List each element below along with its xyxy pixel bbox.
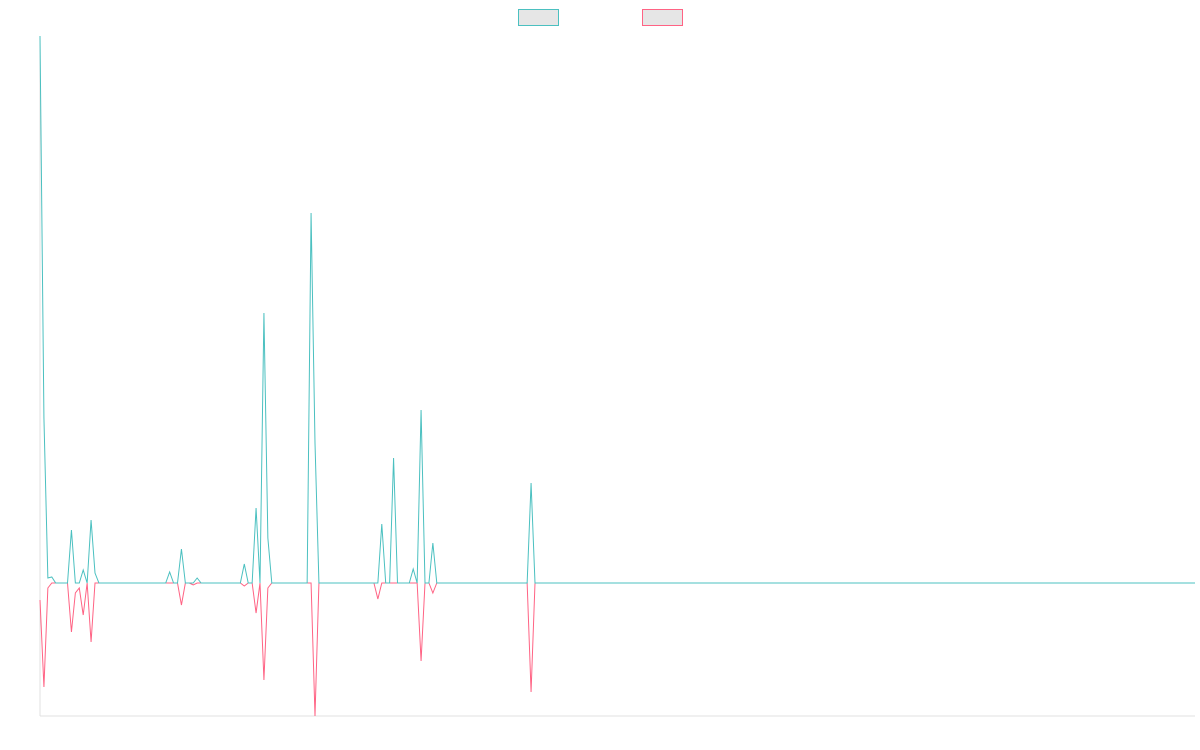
legend-swatch[interactable]	[642, 9, 683, 26]
series-line	[39, 582, 1195, 717]
series-line	[39, 35, 1195, 584]
legend-swatch[interactable]	[518, 9, 559, 26]
